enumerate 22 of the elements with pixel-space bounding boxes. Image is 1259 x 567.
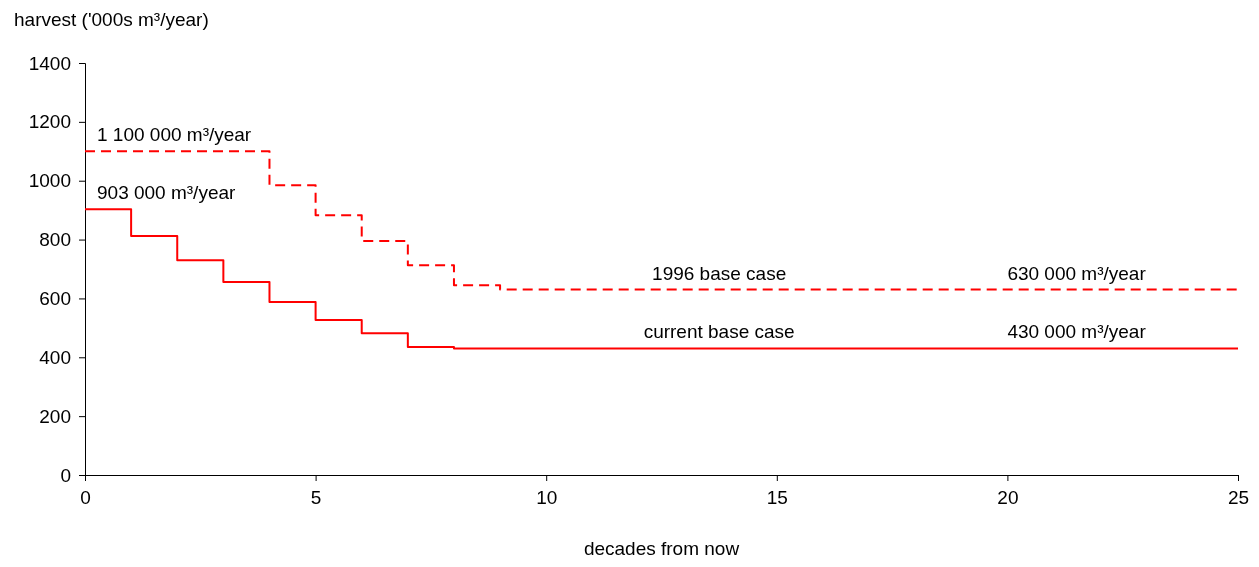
series-label: 1996 base case xyxy=(652,262,787,284)
annotation: 430 000 m³/year xyxy=(1007,321,1147,343)
series-label: current base case xyxy=(643,321,795,343)
x-tick-label: 0 xyxy=(80,487,91,509)
x-tick-label: 25 xyxy=(1227,487,1250,509)
annotation: 903 000 m³/year xyxy=(97,182,237,204)
x-tick-label: 10 xyxy=(536,487,558,509)
y-tick-label: 200 xyxy=(39,405,71,427)
y-tick-label: 1200 xyxy=(28,111,71,133)
x-tick-label: 5 xyxy=(310,487,322,509)
x-tick-label: 20 xyxy=(997,487,1019,509)
y-tick-label: 0 xyxy=(60,464,71,486)
x-tick-label: 15 xyxy=(766,487,788,509)
y-tick-label: 1000 xyxy=(28,170,71,192)
y-tick-label: 600 xyxy=(39,288,71,310)
y-tick-label: 800 xyxy=(39,229,71,251)
annotation: 630 000 m³/year xyxy=(1007,262,1147,284)
annotation: 1 100 000 m³/year xyxy=(97,124,252,146)
y-tick-label: 400 xyxy=(39,346,71,368)
x-axis-title: decades from now xyxy=(583,538,740,559)
y-tick-label: 1400 xyxy=(28,52,71,74)
y-axis-title: harvest ('000s m³/year) xyxy=(14,9,209,30)
